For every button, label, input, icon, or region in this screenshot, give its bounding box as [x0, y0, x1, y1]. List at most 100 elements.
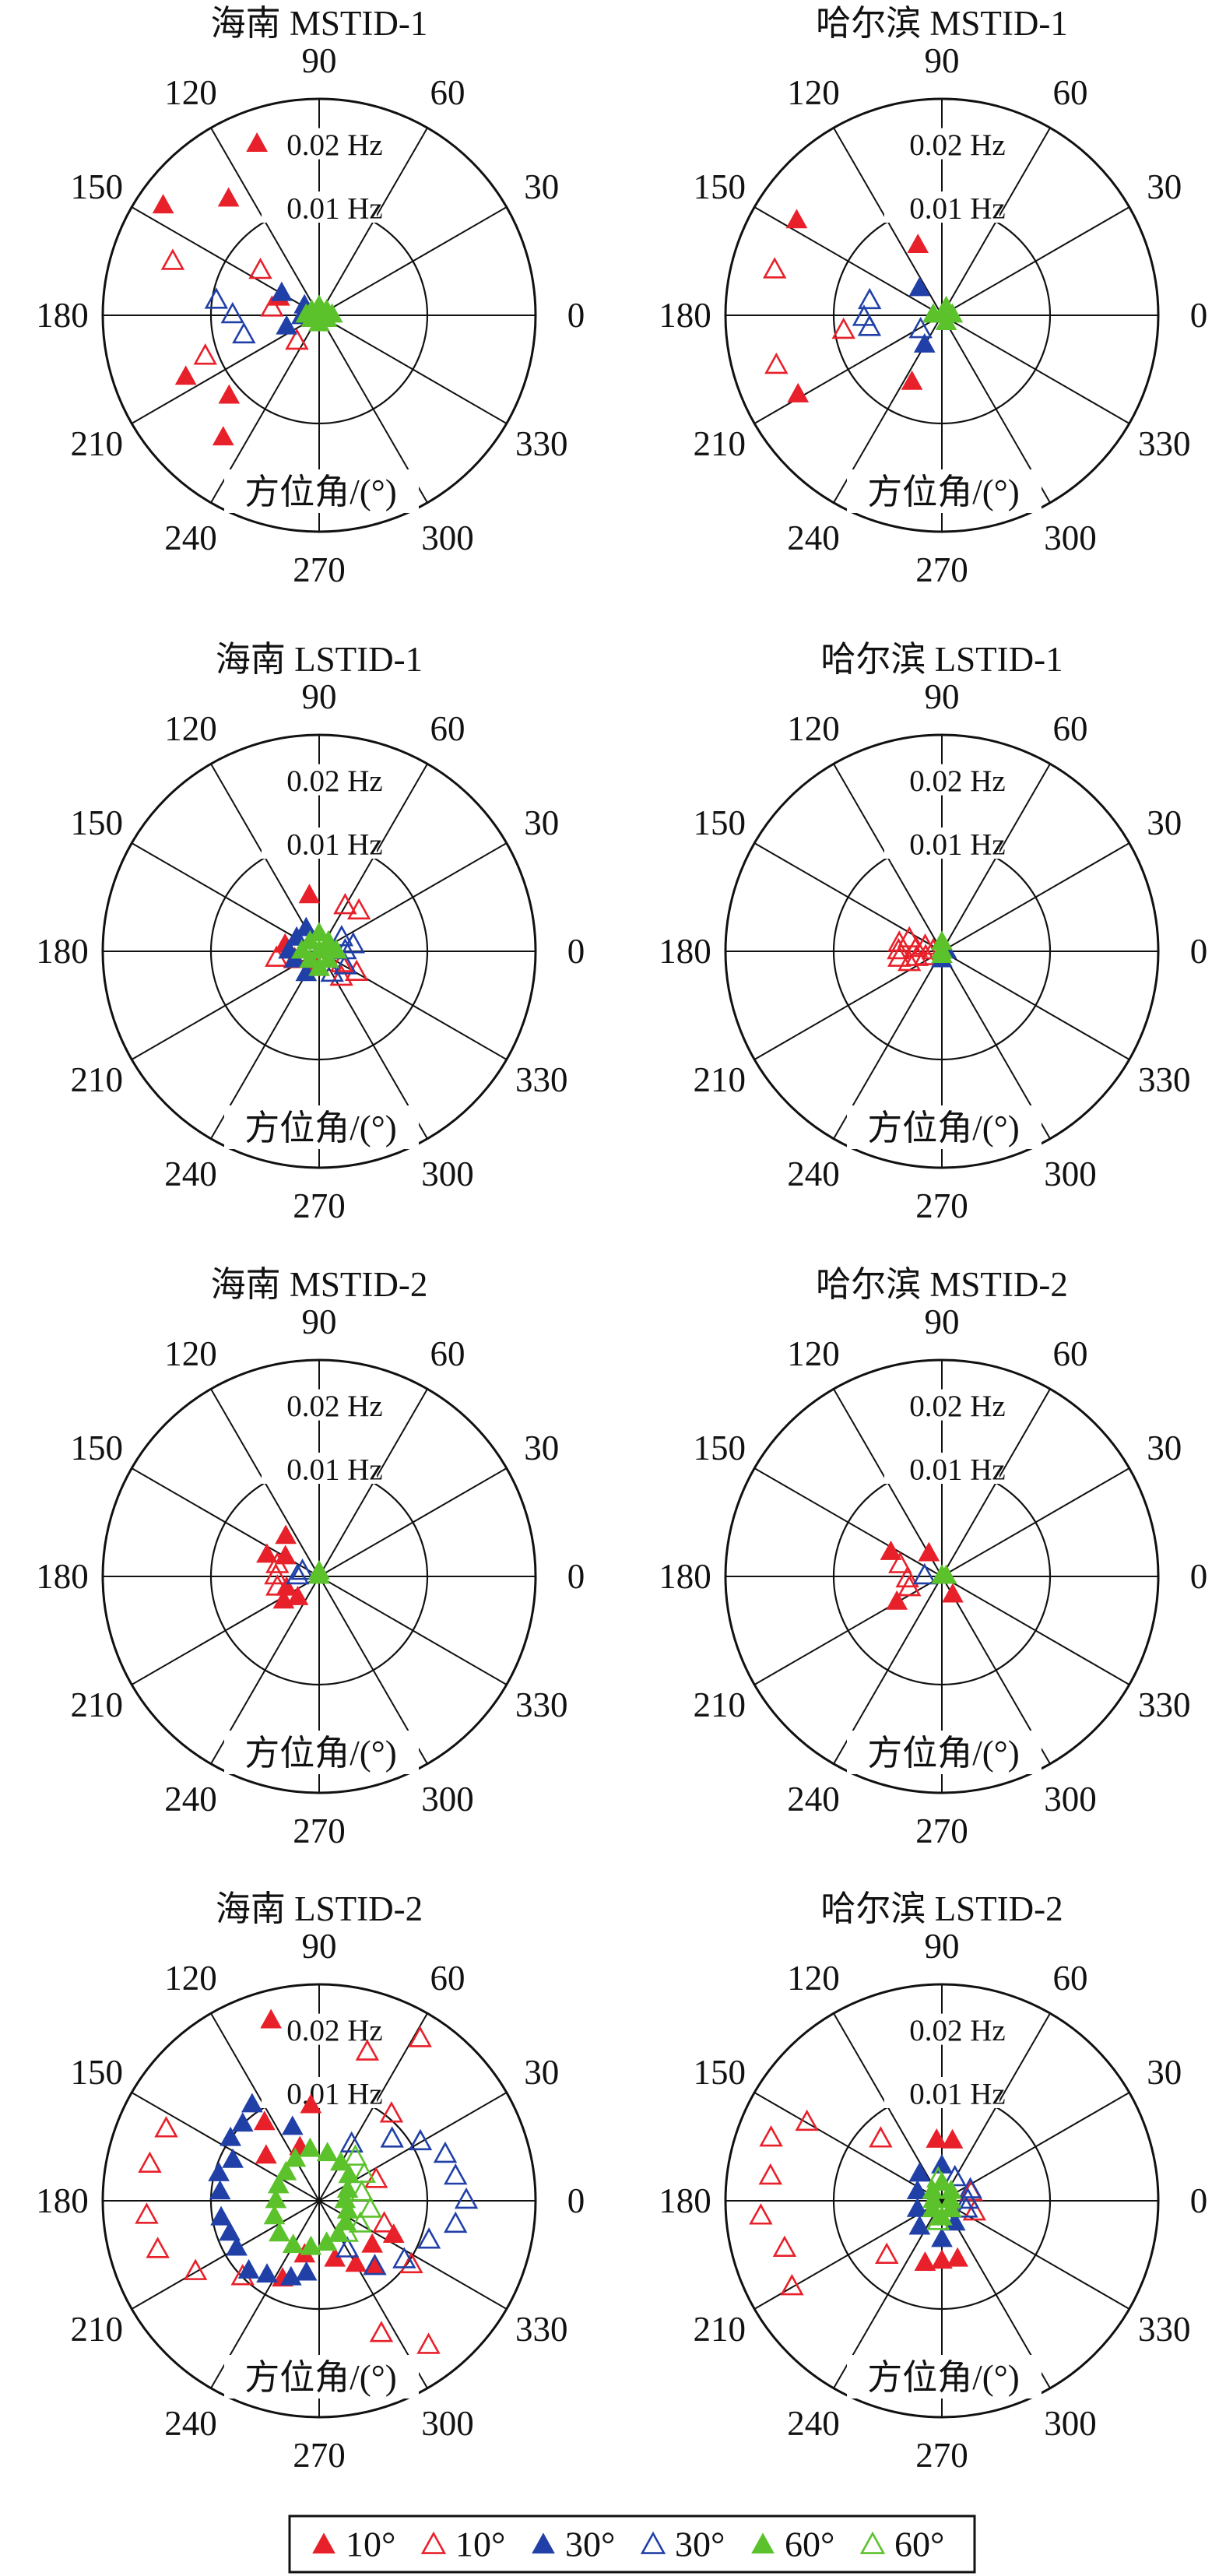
- data-point: [913, 332, 936, 353]
- data-point: [298, 884, 321, 904]
- data-point: [931, 944, 953, 963]
- angle-tick-label: 300: [1044, 1780, 1097, 1819]
- radial-label-bg: [262, 2013, 377, 2045]
- angle-tick-label: 300: [1044, 2404, 1097, 2443]
- axis-label-bg: [847, 1731, 1042, 1774]
- angle-tick-label: 0: [567, 2181, 585, 2220]
- data-point: [253, 2110, 276, 2131]
- angle-tick-label: 270: [915, 550, 968, 589]
- data-point: [749, 2203, 773, 2225]
- polar-panel: 海南 LSTID-2 0 30 60 90 120 150 180 210 240 270 300 33…: [36, 1889, 585, 2475]
- angle-tick-label: 30: [1147, 803, 1182, 842]
- angle-tick-label: 0: [1190, 932, 1208, 971]
- angle-tick-label: 330: [515, 1685, 568, 1724]
- panel-title: 海南 LSTID-2: [216, 1889, 423, 1928]
- axis-label-bg: [224, 1731, 419, 1774]
- radial-label-bg: [884, 764, 999, 796]
- polar-panel: 海南 MSTID-2 0 30 60 90 120 150 180 210 240 270 300 33…: [36, 1265, 585, 1850]
- angle-tick-label: 300: [421, 2404, 474, 2443]
- data-point: [135, 2202, 159, 2224]
- data-point: [382, 2223, 405, 2244]
- radial-label: 0.01 Hz: [909, 2078, 1005, 2111]
- legend-label: 30°: [565, 2525, 615, 2564]
- angle-tick-label: 300: [421, 518, 474, 557]
- data-point: [954, 2196, 978, 2218]
- angle-tick-label: 210: [70, 2310, 123, 2349]
- polar-panels: 海南 MSTID-1030609012015018021024027030033…: [36, 4, 1207, 2475]
- data-point: [895, 1566, 919, 1588]
- legend-label: 60°: [894, 2525, 944, 2564]
- angle-tick-label: 210: [693, 424, 746, 463]
- legend-label: 30°: [675, 2525, 725, 2564]
- radial-label-bg: [262, 764, 377, 796]
- radial-label-bg: [884, 2013, 999, 2045]
- angle-tick-label: 90: [302, 41, 337, 80]
- spoke-line: [318, 1467, 508, 1577]
- polar-panel: 哈尔滨 LSTID-1 0 30 60 90 120 150 180 210 240 270 300 3…: [659, 640, 1207, 1225]
- data-point: [308, 922, 330, 942]
- data-point: [444, 2163, 468, 2185]
- data-point: [906, 2197, 929, 2217]
- data-point: [858, 287, 882, 310]
- angle-tick-label: 270: [915, 2436, 968, 2475]
- panel-title: 海南 MSTID-1: [211, 4, 428, 43]
- data-point: [276, 315, 298, 335]
- data-point: [345, 2252, 367, 2272]
- data-point: [295, 303, 318, 323]
- axis-label-bg: [847, 1105, 1042, 1149]
- axis-label: 方位角/(°): [244, 1734, 396, 1773]
- radial-label-bg: [884, 828, 999, 859]
- data-point: [232, 322, 256, 344]
- data-point: [962, 2199, 987, 2221]
- radial-label: 0.02 Hz: [909, 2014, 1005, 2047]
- angle-tick-label: 120: [164, 1959, 217, 1998]
- spoke-line: [941, 206, 1130, 316]
- data-point: [392, 2247, 416, 2268]
- angle-tick-label: 210: [70, 1060, 123, 1099]
- angle-tick-label: 120: [787, 73, 840, 112]
- radial-label: 0.02 Hz: [909, 1390, 1005, 1423]
- angle-tick-label: 120: [164, 709, 217, 748]
- data-point: [284, 2147, 307, 2167]
- angle-tick-label: 180: [659, 932, 711, 971]
- data-point: [255, 2144, 277, 2164]
- data-point: [241, 2093, 263, 2113]
- angle-tick-label: 150: [70, 803, 123, 842]
- legend-marker: [859, 2531, 886, 2554]
- data-point: [317, 939, 339, 959]
- data-point: [901, 370, 923, 390]
- data-point: [212, 426, 234, 446]
- data-point: [267, 2174, 290, 2194]
- spoke-line: [131, 2092, 320, 2202]
- angle-tick-label: 150: [70, 2053, 123, 2092]
- panel-title: 哈尔滨 MSTID-2: [816, 1265, 1068, 1304]
- angle-tick-label: 30: [524, 1429, 559, 1467]
- spoke-line: [754, 206, 943, 316]
- data-point: [333, 893, 357, 915]
- angle-tick-label: 30: [524, 803, 559, 842]
- data-point: [956, 2187, 980, 2209]
- angle-tick-label: 30: [1147, 1429, 1182, 1467]
- spoke-line: [318, 842, 508, 952]
- data-point: [926, 2166, 950, 2188]
- polar-panel: 哈尔滨 LSTID-2 0 30 60 90 120 150 180 210 240 270 300 3…: [659, 1889, 1207, 2475]
- data-point: [935, 1564, 957, 1584]
- spoke-line: [131, 842, 320, 952]
- axis-label: 方位角/(°): [867, 473, 1019, 511]
- radial-label-bg: [884, 128, 999, 160]
- legend-marker: [420, 2531, 447, 2554]
- radial-label: 0.02 Hz: [909, 764, 1005, 798]
- angle-tick-label: 180: [36, 1557, 89, 1596]
- data-point: [914, 2251, 936, 2271]
- data-point: [943, 2164, 967, 2187]
- data-point: [344, 959, 369, 981]
- angle-tick-label: 240: [164, 2404, 217, 2443]
- angle-tick-label: 270: [293, 2436, 346, 2475]
- data-point: [248, 257, 272, 279]
- angle-tick-label: 60: [1053, 709, 1088, 748]
- data-point: [220, 2126, 241, 2146]
- data-point: [908, 276, 931, 297]
- data-point: [369, 2321, 394, 2342]
- radial-label: 0.01 Hz: [286, 1453, 382, 1487]
- legend-marker: [312, 2532, 335, 2554]
